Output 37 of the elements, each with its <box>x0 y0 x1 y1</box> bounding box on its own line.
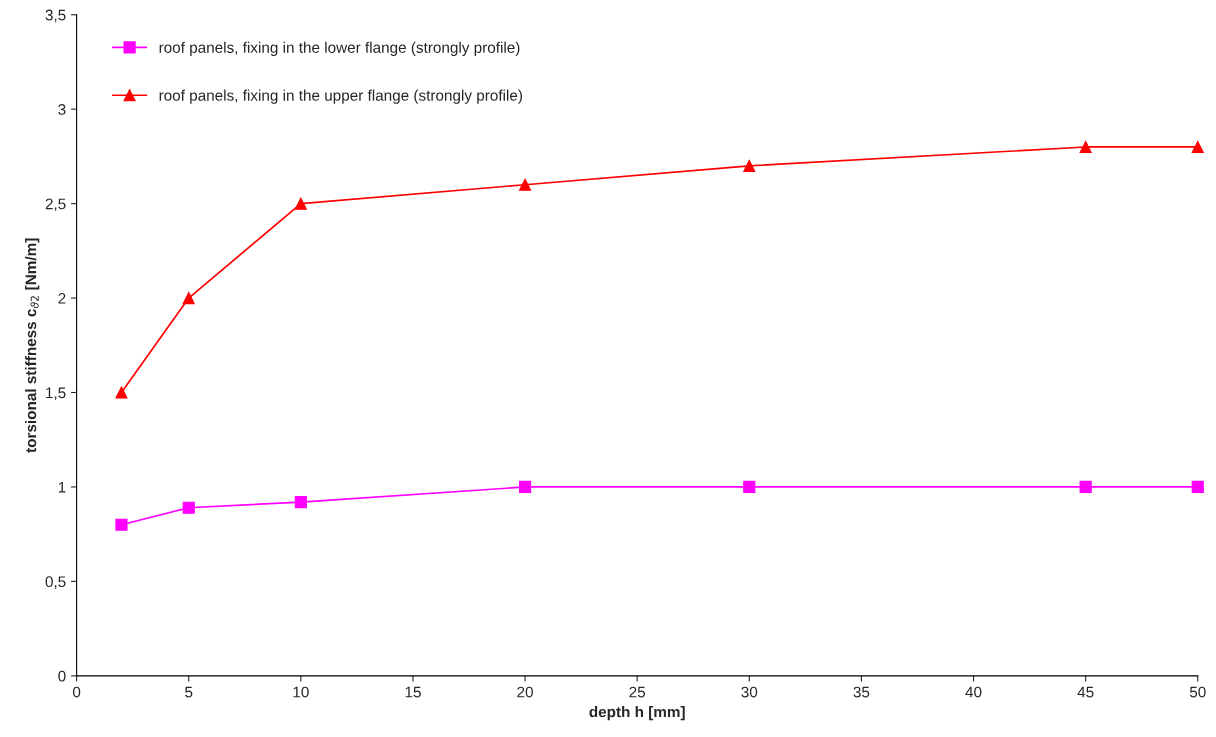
y-tick-label: 0,5 <box>45 576 66 589</box>
x-tick-label: 0 <box>72 686 81 698</box>
point <box>294 197 307 210</box>
point <box>518 480 532 494</box>
x-tick-label: 5 <box>185 686 193 698</box>
x-tick-label: 40 <box>965 686 982 698</box>
x-tick-label: 20 <box>517 686 533 698</box>
y-tick-label: 3 <box>58 104 66 115</box>
y-tick-label: 3,5 <box>45 9 66 23</box>
x-tick-label: 50 <box>1189 686 1206 698</box>
x-tick-label: 15 <box>405 686 421 698</box>
y-tick-label: 0 <box>58 670 66 682</box>
y-tick-label: 1 <box>58 481 66 493</box>
point <box>115 518 128 531</box>
legend-label: roof panels, fixing in the upper flange (strongly profile) <box>159 89 522 104</box>
point <box>1191 140 1204 154</box>
x-tick-label: 35 <box>853 686 870 698</box>
point <box>1191 480 1204 494</box>
point <box>182 501 195 514</box>
x-tick-label: 25 <box>629 686 646 698</box>
x-axis-title: depth h [mm] <box>589 706 685 721</box>
legend-label: roof panels, fixing in the lower flange (strongly profile) <box>159 41 520 56</box>
point <box>518 178 532 191</box>
point <box>743 480 756 494</box>
y-tick-label: 2,5 <box>45 198 66 212</box>
y-tick-label: 1,5 <box>46 387 66 400</box>
x-tick-label: 30 <box>741 686 758 698</box>
point <box>1079 480 1092 494</box>
point <box>115 386 128 399</box>
point <box>743 159 756 172</box>
point <box>182 291 195 305</box>
x-tick-label: 10 <box>293 686 309 698</box>
x-tick-label: 45 <box>1077 686 1094 698</box>
y-axis-title: torsional stiffness c$_{ϑ2}$ [Nm/m] <box>25 238 40 453</box>
y-tick-label: 2 <box>58 292 66 304</box>
point <box>1079 140 1092 154</box>
point <box>294 495 307 509</box>
